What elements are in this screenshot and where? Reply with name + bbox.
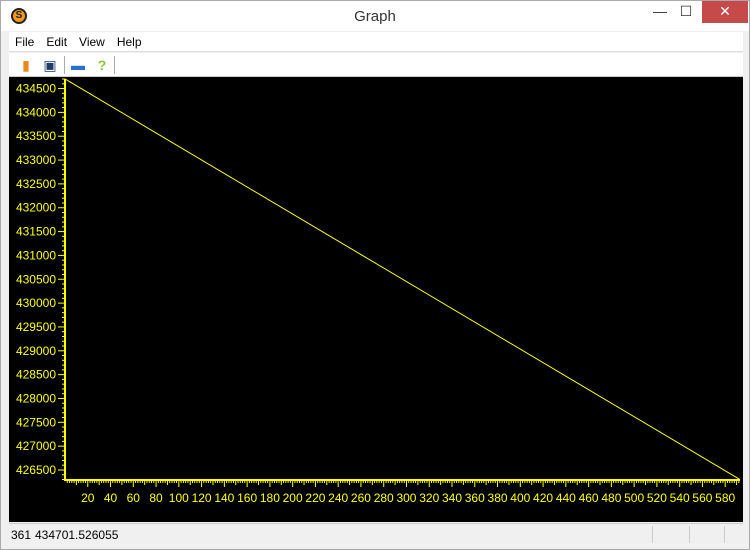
status-x: 361 xyxy=(11,528,32,542)
x-tick-label: 20 xyxy=(81,491,95,505)
x-tick-label: 540 xyxy=(670,491,690,505)
open-icon[interactable]: ▮ xyxy=(22,57,30,73)
y-tick-label: 427000 xyxy=(16,439,56,453)
y-tick-label: 428000 xyxy=(16,391,56,405)
x-tick-label: 340 xyxy=(442,491,462,505)
status-pane xyxy=(724,526,725,543)
x-tick-label: 140 xyxy=(214,491,234,505)
x-tick-label: 360 xyxy=(465,491,485,505)
x-tick-label: 240 xyxy=(328,491,348,505)
menu-file[interactable]: File xyxy=(15,35,35,49)
maximize-button[interactable]: ☐ xyxy=(679,3,693,19)
graph-plot[interactable]: 20 40 60 80 100 120 140 160 180 200 220 240 260 280 30… xyxy=(9,77,743,522)
series-line xyxy=(64,78,741,480)
x-tick-label: 300 xyxy=(396,491,416,505)
x-tick-label: 500 xyxy=(624,491,644,505)
x-tick-label: 400 xyxy=(510,491,530,505)
y-tick-label: 433500 xyxy=(16,129,56,143)
x-tick-label: 520 xyxy=(647,491,667,505)
y-tick-label: 430000 xyxy=(16,296,56,310)
x-tick-label: 160 xyxy=(237,491,257,505)
title-bar: S Graph — ☐ ✕ xyxy=(1,1,749,31)
x-tick-label: 460 xyxy=(579,491,599,505)
y-tick-label: 434500 xyxy=(16,82,56,96)
y-tick-label: 428500 xyxy=(16,368,56,382)
toolbar: ▮ ▣ ▬ ? xyxy=(9,53,743,77)
save-icon[interactable]: ▣ xyxy=(43,57,57,73)
app-icon: S xyxy=(11,8,27,24)
minimize-button[interactable]: — xyxy=(653,3,667,19)
close-button[interactable]: ✕ xyxy=(702,1,748,23)
x-tick-label: 180 xyxy=(260,491,280,505)
x-tick-label: 480 xyxy=(601,491,621,505)
x-tick-label: 220 xyxy=(305,491,325,505)
y-tick-label: 433000 xyxy=(16,153,56,167)
y-tick-label: 431000 xyxy=(16,248,56,262)
menu-edit[interactable]: Edit xyxy=(46,35,68,49)
y-tick-label: 430500 xyxy=(16,272,56,286)
x-tick-label: 580 xyxy=(715,491,735,505)
x-tick-label: 80 xyxy=(149,491,163,505)
menu-bar: File Edit View Help xyxy=(9,32,743,52)
window-title: Graph xyxy=(354,8,396,25)
x-tick-label: 320 xyxy=(419,491,439,505)
status-value: 434701.526055 xyxy=(35,528,119,542)
y-tick-label: 427500 xyxy=(16,415,56,429)
y-tick-label: 432000 xyxy=(16,201,56,215)
y-tick-label: 434000 xyxy=(16,105,56,119)
x-tick-label: 200 xyxy=(283,491,303,505)
x-tick-label: 280 xyxy=(374,491,394,505)
help-icon[interactable]: ? xyxy=(97,57,107,73)
x-tick-label: 380 xyxy=(488,491,508,505)
menu-view[interactable]: View xyxy=(79,35,105,49)
x-tick-label: 60 xyxy=(127,491,141,505)
toolbar-separator xyxy=(64,56,65,74)
y-tick-label: 429500 xyxy=(16,320,56,334)
chart-svg: 20 40 60 80 100 120 140 160 180 200 220 240 260 280 30… xyxy=(16,78,741,505)
print-icon[interactable]: ▬ xyxy=(71,57,85,73)
y-tick-label: 429000 xyxy=(16,344,56,358)
x-tick-label: 260 xyxy=(351,491,371,505)
status-pane xyxy=(652,526,653,543)
x-tick-label: 120 xyxy=(192,491,212,505)
menu-help[interactable]: Help xyxy=(116,35,142,49)
y-tick-label: 426500 xyxy=(16,463,56,477)
toolbar-separator xyxy=(114,56,115,74)
x-tick-label: 440 xyxy=(556,491,576,505)
x-tick-label: 560 xyxy=(692,491,712,505)
status-pane xyxy=(689,526,690,543)
y-tick-label: 431500 xyxy=(16,225,56,239)
status-bar: 361 434701.526055 xyxy=(9,523,743,543)
x-tick-label: 40 xyxy=(104,491,118,505)
y-tick-label: 432500 xyxy=(16,177,56,191)
x-tick-label: 420 xyxy=(533,491,553,505)
x-tick-label: 100 xyxy=(169,491,189,505)
